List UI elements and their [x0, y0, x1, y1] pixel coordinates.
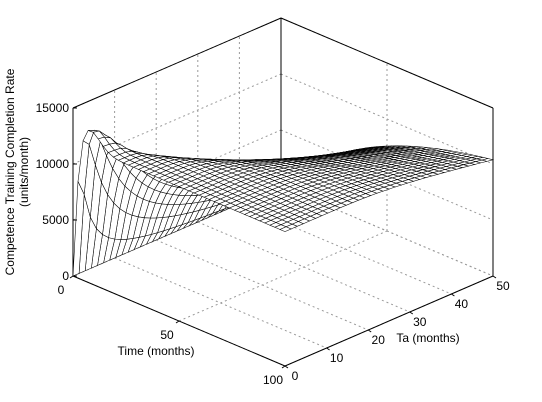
tick-labels: 0 50 100 0 10 20 30 40 50 0 5000 10000 15000	[36, 101, 510, 387]
axis-edge	[72, 17, 282, 109]
x-tick-label: 50	[160, 328, 174, 342]
grid-line-time	[178, 230, 388, 322]
ta-tick-label: 0	[292, 369, 299, 383]
z-axis-label-line2: (units/month)	[17, 137, 31, 207]
y-axis-label: Ta (months)	[396, 331, 459, 345]
ta-tick-mark	[284, 365, 289, 369]
z-tick-label: 5000	[42, 213, 69, 227]
z-tick-label: 10000	[36, 157, 70, 171]
x-tick-label: 100	[263, 373, 283, 387]
surface-mesh	[72, 129, 495, 277]
ta-tick-label: 40	[455, 297, 469, 311]
axes-frame	[72, 17, 494, 367]
surface-cell	[279, 226, 292, 232]
x-tick-mark	[281, 365, 286, 369]
ta-tick-label: 10	[330, 351, 344, 365]
x-tick-mark	[175, 320, 180, 324]
ta-tick-mark	[492, 275, 497, 279]
ta-tick-mark	[451, 293, 455, 297]
ta-tick-mark	[367, 329, 372, 333]
ta-tick-label: 30	[413, 315, 427, 329]
x-axis-label: Time (months)	[118, 344, 195, 358]
ta-tick-mark	[326, 347, 330, 351]
x-tick-label: 0	[58, 283, 65, 297]
z-tick-label: 0	[62, 269, 69, 283]
ta-tick-mark	[409, 311, 414, 315]
z-tick-label: 15000	[36, 101, 70, 115]
ta-tick-label: 20	[372, 333, 386, 347]
ta-tick-label: 50	[496, 279, 510, 293]
y-axis-line	[284, 275, 494, 367]
z-axis-label-line1: Competence Training Completion Rate	[3, 68, 17, 275]
x-tick-mark	[69, 275, 74, 279]
axis-edge	[280, 17, 494, 109]
